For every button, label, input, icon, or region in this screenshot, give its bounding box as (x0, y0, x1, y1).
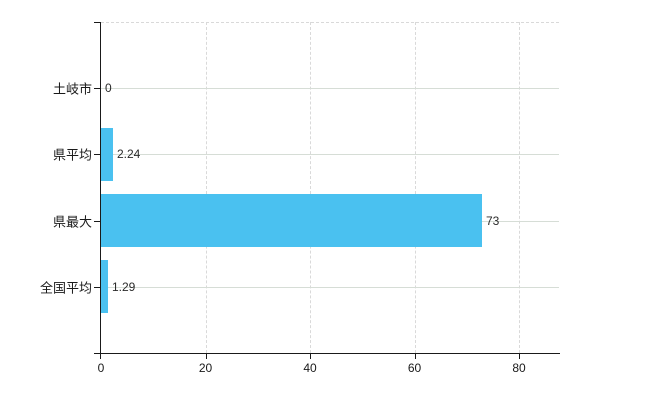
x-tick-label: 60 (407, 361, 422, 375)
value-label: 0 (105, 81, 112, 96)
category-label: 県最大 (52, 214, 92, 230)
value-label: 2.24 (117, 147, 141, 162)
x-tick-label: 40 (303, 361, 317, 375)
x-axis-tick (205, 353, 207, 359)
gridline-horizontal (101, 286, 559, 288)
y-axis-top-tick (94, 22, 100, 23)
gridline-horizontal (101, 154, 559, 156)
category-label: 全国平均 (39, 280, 92, 296)
gridline-vertical (414, 22, 416, 353)
y-axis-tick (94, 154, 100, 156)
y-axis-line (100, 22, 101, 359)
gridline-vertical (205, 22, 207, 353)
y-axis-tick (94, 220, 100, 222)
x-axis-tick (310, 353, 311, 359)
chart-bar[interactable] (101, 260, 108, 314)
y-axis-tick (94, 286, 100, 288)
y-axis-tick (94, 88, 100, 90)
gridline-vertical (310, 22, 311, 353)
chart-bar[interactable] (101, 194, 482, 248)
category-label: 県平均 (52, 147, 92, 163)
x-tick-label: 80 (512, 361, 526, 375)
x-axis-tick (414, 353, 416, 359)
value-label: 73 (486, 213, 500, 228)
category-label: 土岐市 (52, 81, 92, 97)
gridline-vertical (519, 22, 520, 353)
x-axis-line (94, 353, 560, 354)
x-axis-tick (519, 353, 520, 359)
plot-top-border (101, 22, 559, 23)
x-tick-label: 20 (198, 361, 213, 375)
x-tick-label: 0 (97, 361, 105, 375)
value-label: 1.29 (112, 279, 136, 294)
chart-bar[interactable] (101, 127, 113, 181)
gridline-horizontal (101, 88, 559, 90)
